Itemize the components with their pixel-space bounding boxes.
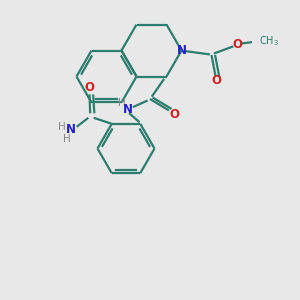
Text: O: O bbox=[232, 38, 242, 51]
Text: N: N bbox=[66, 123, 76, 136]
Text: O: O bbox=[84, 81, 94, 94]
Text: O: O bbox=[211, 74, 221, 87]
Text: CH$_3$: CH$_3$ bbox=[260, 34, 280, 48]
Text: H: H bbox=[63, 134, 70, 144]
Text: H: H bbox=[118, 98, 126, 109]
Text: N: N bbox=[122, 103, 133, 116]
Text: H: H bbox=[58, 122, 66, 132]
Text: N: N bbox=[176, 44, 187, 57]
Text: O: O bbox=[169, 108, 179, 122]
